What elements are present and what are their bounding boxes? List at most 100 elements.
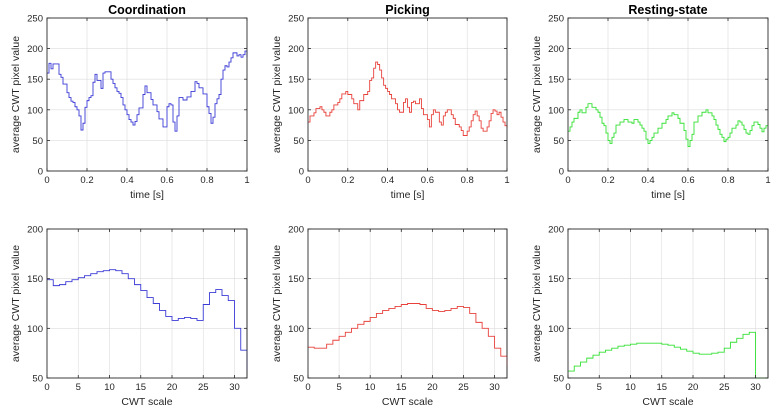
panel-resting-scale: 0 5 10 15 20 25 30 50 100 150 200 CWT scale average …	[531, 225, 769, 408]
y-tick-label: 100	[27, 324, 43, 335]
x-tick-label: 5	[336, 382, 341, 393]
y-tick-label: 50	[32, 374, 43, 385]
axes-border	[46, 228, 248, 379]
y-tick-label: 150	[27, 274, 43, 285]
y-tick-label: 100	[288, 105, 304, 116]
x-tick-label: 5	[76, 382, 81, 393]
panel-picking-scale: 0 5 10 15 20 25 30 50 100 150 200 CWT scale average …	[271, 225, 508, 408]
panel-picking-time: 0 0.2 0.4 0.6 0.8 1 0 50 100 150 200 250 time [s] ave…	[271, 3, 510, 201]
axes-border	[307, 17, 508, 172]
axes-border	[46, 17, 248, 172]
x-tick-label: 0.6	[160, 175, 173, 186]
axes-border	[307, 228, 508, 379]
y-tick-label: 50	[293, 136, 304, 147]
y-tick-label: 50	[32, 136, 43, 147]
panel-coordination-scale: 0 5 10 15 20 25 30 50 100 150 200 CWT scale average …	[10, 225, 248, 408]
y-tick-label: 150	[548, 75, 564, 86]
x-tick-label: 15	[396, 382, 407, 393]
x-tick-label: 0.2	[601, 175, 614, 186]
x-tick-label: 10	[365, 382, 376, 393]
panel-title: Resting-state	[628, 3, 707, 17]
panel-coordination-time: 0 0.2 0.4 0.6 0.8 1 0 50 100 150 200 250 time [s] ave…	[10, 3, 250, 201]
axes-frame	[46, 17, 248, 172]
y-tick-label: 200	[27, 44, 43, 55]
y-tick-label: 100	[288, 324, 304, 335]
y-axis-label: average CWT pixel value	[531, 245, 543, 362]
x-tick-label: 15	[656, 382, 667, 393]
series-line	[568, 103, 769, 147]
axes-border	[567, 228, 769, 379]
axes-frame	[567, 17, 769, 172]
x-axis-label: CWT scale	[642, 396, 693, 408]
y-tick-label: 50	[293, 374, 304, 385]
x-tick-label: 30	[750, 382, 761, 393]
y-tick-label: 250	[288, 14, 304, 25]
x-tick-label: 25	[458, 382, 469, 393]
x-tick-label: 10	[625, 382, 636, 393]
y-tick-label: 0	[38, 167, 43, 178]
axes-frame	[307, 17, 508, 172]
x-tick-label: 20	[688, 382, 699, 393]
y-tick-label: 0	[299, 167, 304, 178]
x-tick-label: 0.2	[341, 175, 354, 186]
y-tick-label: 100	[548, 324, 564, 335]
y-tick-label: 200	[288, 225, 304, 236]
y-tick-label: 250	[548, 14, 564, 25]
y-tick-label: 200	[548, 225, 564, 236]
x-tick-label: 0	[44, 382, 49, 393]
x-tick-label: 0.8	[200, 175, 213, 186]
x-tick-label: 0.2	[80, 175, 93, 186]
x-tick-label: 0	[44, 175, 49, 186]
x-tick-label: 20	[427, 382, 438, 393]
panel-title: Picking	[385, 3, 429, 17]
y-tick-label: 150	[27, 75, 43, 86]
x-tick-label: 30	[489, 382, 500, 393]
y-tick-label: 50	[553, 374, 564, 385]
x-tick-label: 0.4	[381, 175, 394, 186]
x-tick-label: 0	[565, 382, 570, 393]
series-line	[568, 331, 768, 379]
x-axis-label: time [s]	[651, 189, 685, 201]
x-tick-label: 15	[135, 382, 146, 393]
y-tick-label: 0	[559, 167, 564, 178]
x-tick-label: 0	[565, 175, 570, 186]
y-tick-label: 100	[27, 105, 43, 116]
panel-title: Coordination	[108, 3, 186, 17]
x-tick-label: 30	[229, 382, 240, 393]
x-tick-label: 20	[167, 382, 178, 393]
y-axis-label: average CWT pixel value	[531, 36, 543, 153]
x-tick-label: 0.6	[421, 175, 434, 186]
y-tick-label: 50	[553, 136, 564, 147]
x-axis-label: time [s]	[391, 189, 425, 201]
y-tick-label: 150	[288, 274, 304, 285]
y-tick-label: 200	[27, 225, 43, 236]
x-tick-label: 1	[244, 175, 249, 186]
y-axis-label: average CWT pixel value	[271, 36, 283, 153]
x-tick-label: 25	[719, 382, 730, 393]
y-tick-label: 200	[548, 44, 564, 55]
x-tick-label: 0.4	[120, 175, 133, 186]
x-axis-label: CWT scale	[382, 396, 433, 408]
y-tick-label: 150	[288, 75, 304, 86]
y-tick-label: 100	[548, 105, 564, 116]
y-axis-label: average CWT pixel value	[10, 36, 22, 153]
x-tick-label: 0.6	[681, 175, 694, 186]
y-tick-label: 250	[27, 14, 43, 25]
series-line	[47, 50, 248, 132]
x-axis-label: time [s]	[130, 189, 164, 201]
axes-frame	[46, 228, 248, 379]
x-tick-label: 10	[104, 382, 115, 393]
panel-resting-time: 0 0.2 0.4 0.6 0.8 1 0 50 100 150 200 250 time [s] ave…	[531, 3, 771, 201]
series-line	[308, 303, 508, 367]
x-axis-label: CWT scale	[121, 396, 172, 408]
series-line	[308, 61, 508, 136]
y-axis-label: average CWT pixel value	[10, 245, 22, 362]
axes-frame	[567, 228, 769, 379]
x-tick-label: 0.8	[721, 175, 734, 186]
x-tick-label: 1	[765, 175, 770, 186]
axes-border	[567, 17, 769, 172]
x-tick-label: 1	[504, 175, 509, 186]
x-tick-label: 0.8	[461, 175, 474, 186]
x-tick-label: 0.4	[641, 175, 654, 186]
